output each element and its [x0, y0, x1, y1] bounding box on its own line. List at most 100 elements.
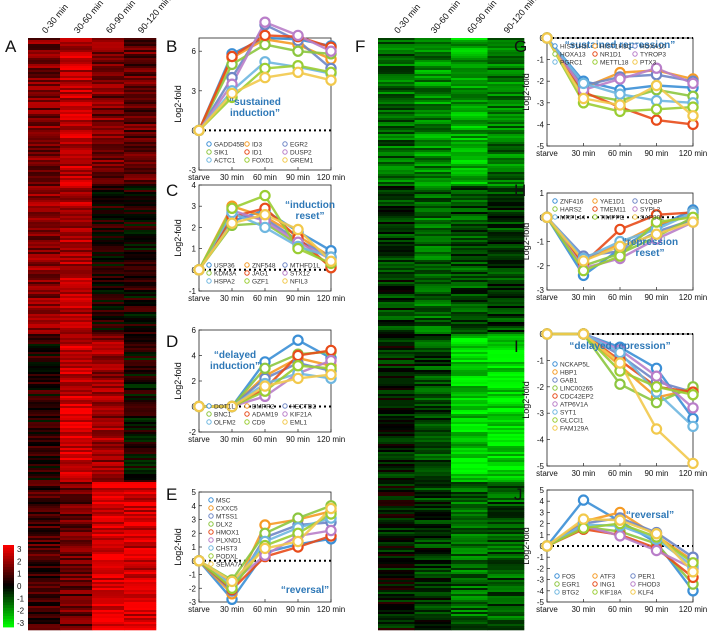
legend-entry: JAG1: [252, 270, 269, 277]
heatmap-cell: [451, 320, 488, 323]
heatmap-cell: [60, 600, 93, 603]
heatmap-cell: [28, 378, 61, 381]
heatmap-cell: [92, 396, 125, 399]
heatmap-cell: [414, 580, 452, 583]
heatmap-cell: [378, 232, 415, 235]
heatmap-cell: [60, 138, 93, 141]
heatmap-cell: [28, 472, 61, 475]
heatmap-cell: [92, 144, 125, 147]
heatmap-cell: [451, 594, 488, 597]
heatmap-cell: [60, 82, 93, 85]
heatmap-cell: [451, 354, 488, 357]
heatmap-cell: [487, 558, 525, 561]
heatmap-cell: [28, 380, 61, 383]
heatmap-cell: [378, 174, 415, 177]
heatmap-cell: [28, 64, 61, 67]
heatmap-cell: [60, 362, 93, 365]
heatmap-cell: [487, 304, 525, 307]
heatmap-cell: [92, 488, 125, 491]
heatmap-cell: [60, 46, 93, 49]
heatmap-cell: [487, 128, 525, 131]
heatmap-cell: [451, 534, 488, 537]
legend-marker: [244, 157, 250, 163]
data-point: [292, 360, 304, 372]
heatmap-cell: [60, 136, 93, 139]
heatmap-cell: [28, 584, 61, 587]
heatmap-cell: [378, 190, 415, 193]
heatmap-cell: [28, 406, 61, 409]
heatmap-cell: [124, 622, 157, 625]
heatmap-cell: [60, 152, 93, 155]
heatmap-cell: [487, 396, 525, 399]
heatmap-cell: [60, 130, 93, 133]
heatmap-cell: [60, 160, 93, 163]
heatmap-cell: [487, 420, 525, 423]
heatmap-cell: [60, 282, 93, 285]
heatmap-cell: [28, 136, 61, 139]
heatmap-cell: [60, 118, 93, 121]
heatmap-cell: [487, 60, 525, 63]
heatmap-cell: [28, 70, 61, 73]
heatmap-cell: [28, 544, 61, 547]
heatmap-cell: [451, 626, 488, 629]
heatmap-cell: [378, 198, 415, 201]
heatmap-cell: [414, 256, 452, 259]
heatmap-cell: [414, 232, 452, 235]
heatmap-cell: [414, 408, 452, 411]
heatmap-cell: [378, 348, 415, 351]
heatmap-cell: [28, 306, 61, 309]
heatmap-cell: [28, 252, 61, 255]
heatmap-cell: [378, 44, 415, 47]
heatmap-cell: [487, 566, 525, 569]
heatmap-cell: [414, 184, 452, 187]
heatmap-cell: [28, 198, 61, 201]
heatmap-cell: [378, 464, 415, 467]
heatmap-cell: [28, 154, 61, 157]
heatmap-cell: [414, 474, 452, 477]
colorbar-swatch: [3, 550, 14, 554]
heatmap-cell: [487, 574, 525, 577]
data-point: [650, 396, 663, 409]
heatmap-cell: [451, 392, 488, 395]
heatmap-cell: [487, 522, 525, 525]
heatmap-cell: [451, 176, 488, 179]
heatmap-cell: [28, 210, 61, 213]
heatmap-cell: [414, 614, 452, 617]
heatmap-cell: [451, 600, 488, 603]
heatmap-cell: [92, 586, 125, 589]
heatmap-cell: [124, 616, 157, 619]
heatmap-cell: [451, 168, 488, 171]
heatmap-cell: [92, 162, 125, 165]
heatmap-cell: [60, 90, 93, 93]
heatmap-cell: [60, 206, 93, 209]
heatmap-cell: [378, 318, 415, 321]
heatmap-cell: [28, 276, 61, 279]
y-tick-label: -3: [537, 409, 545, 418]
heatmap-cell: [124, 54, 157, 57]
heatmap-cell: [28, 454, 61, 457]
heatmap-cell: [378, 322, 415, 325]
legend: MSCCXXC5MTSS1DLX2HMOX1PLXND1CHST3PODXLSE…: [208, 497, 243, 568]
heatmap-cell: [451, 70, 488, 73]
heatmap-cell: [124, 442, 157, 445]
heatmap-cell: [60, 144, 93, 147]
heatmap-cell: [60, 428, 93, 431]
heatmap-cell: [378, 276, 415, 279]
heatmap-cell: [124, 78, 157, 81]
heatmap-cell: [60, 418, 93, 421]
heatmap-cell: [414, 456, 452, 459]
heatmap-cell: [92, 254, 125, 257]
heatmap-cell: [451, 172, 488, 175]
heatmap-cell: [451, 492, 488, 495]
heatmap-cell: [487, 192, 525, 195]
heatmap-cell: [124, 608, 157, 611]
heatmap-cell: [60, 622, 93, 625]
y-axis-label: Log2-fold: [173, 219, 183, 257]
heatmap-cell: [60, 350, 93, 353]
heatmap-cell: [28, 512, 61, 515]
heatmap-cell: [378, 362, 415, 365]
heatmap-cell: [414, 470, 452, 473]
heatmap-cell: [92, 564, 125, 567]
